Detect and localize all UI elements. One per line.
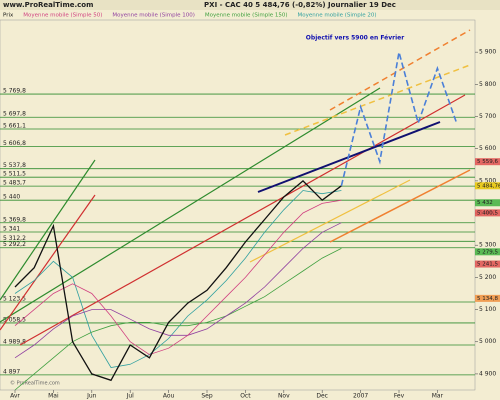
x-tick-label: Jul (126, 393, 135, 400)
level-label: 5 606,8 (3, 140, 26, 147)
legend-entry: Prix (3, 13, 14, 19)
trend-line (329, 29, 471, 111)
legend-entry: Moyenne mobile (Simple 20) (298, 13, 377, 19)
price-marker (475, 209, 500, 217)
x-tick-label: Oct (240, 393, 251, 400)
x-tick-label: 2007 (353, 393, 368, 400)
level-label: 5 769,8 (3, 88, 26, 95)
legend-entry: Moyenne mobile (Simple 100) (112, 13, 195, 19)
annotation: Objectif vers 5900 en Février (306, 35, 404, 42)
footer: © ProRealTime.com (10, 380, 60, 387)
y-tick-label: 5 600 (479, 145, 496, 152)
y-tick-label: 5 900 (479, 49, 496, 56)
trend-line (0, 159, 96, 301)
price-marker (475, 182, 500, 190)
price-marker (475, 199, 500, 207)
x-tick-label: Aou (163, 393, 175, 400)
x-tick-label: Fev (394, 393, 405, 400)
series-line (14, 248, 342, 391)
chart-title: PXI - CAC 40 5 484,76 (-0,82%) Journalie… (204, 1, 396, 9)
trend-line (0, 194, 96, 331)
level-label: 5 440 (3, 194, 20, 201)
price-marker (475, 248, 500, 256)
y-tick-label: 5 100 (479, 306, 496, 313)
price-marker (475, 294, 500, 302)
trend-line (249, 179, 411, 263)
level-label: 5 511,5 (3, 171, 26, 178)
series-line (340, 51, 458, 186)
price-marker-label: 5 241,5 (477, 262, 498, 268)
level-label: 5 292,2 (3, 241, 26, 248)
trend-line (329, 169, 471, 243)
y-tick-label: 5 800 (479, 81, 496, 88)
level-label: 5 312,2 (3, 235, 26, 242)
legend-entry: Moyenne mobile (Simple 50) (23, 13, 102, 19)
x-tick-label: Jun (86, 393, 97, 400)
price-marker-label: 5 134,8 (477, 296, 498, 302)
series-line (14, 190, 342, 368)
level-label: 5 058,5 (3, 316, 26, 323)
x-tick-label: Mar (432, 393, 444, 400)
x-tick-label: Sep (201, 393, 213, 400)
level-label: 5 483,7 (3, 180, 26, 187)
level-label: 5 537,8 (3, 162, 26, 169)
level-label: 5 341 (3, 226, 20, 233)
header-bar (0, 0, 500, 10)
trend-line (19, 94, 466, 346)
series-line (14, 222, 342, 359)
level-label: 5 661,1 (3, 123, 26, 130)
level-label: 5 369,8 (3, 216, 26, 223)
price-marker-label: 5 559,6 (477, 159, 498, 165)
price-marker-label: 5 400,5 (477, 210, 498, 216)
price-marker-label: 5 279,5 (477, 249, 498, 255)
legend-entry: Moyenne mobile (Simple 150) (205, 13, 288, 19)
level-label: 4 989,8 (3, 339, 26, 346)
trend-line (284, 64, 471, 136)
price-marker (475, 260, 500, 268)
y-tick-label: 5 200 (479, 274, 496, 281)
x-tick-label: Mai (48, 393, 59, 400)
price-marker-label: 5 432 (477, 200, 493, 206)
level-label: 5 123,5 (3, 296, 26, 303)
y-tick-label: 5 700 (479, 113, 496, 120)
x-tick-label: Dec (316, 393, 328, 400)
price-marker-label: 5 484,76 (477, 183, 500, 189)
site: www.ProRealTime.com (3, 1, 93, 9)
y-tick-label: 4 900 (479, 370, 496, 377)
price-marker (475, 158, 500, 166)
level-label: 5 697,8 (3, 111, 26, 118)
y-tick-label: 5 500 (479, 177, 496, 184)
series-line (14, 180, 342, 382)
y-tick-label: 5 000 (479, 338, 496, 345)
x-tick-label: Nov (278, 393, 290, 400)
level-label: 4 897 (3, 368, 20, 375)
y-tick-label: 5 300 (479, 242, 496, 249)
x-tick-label: Avr (10, 393, 20, 400)
series-line (14, 199, 342, 356)
